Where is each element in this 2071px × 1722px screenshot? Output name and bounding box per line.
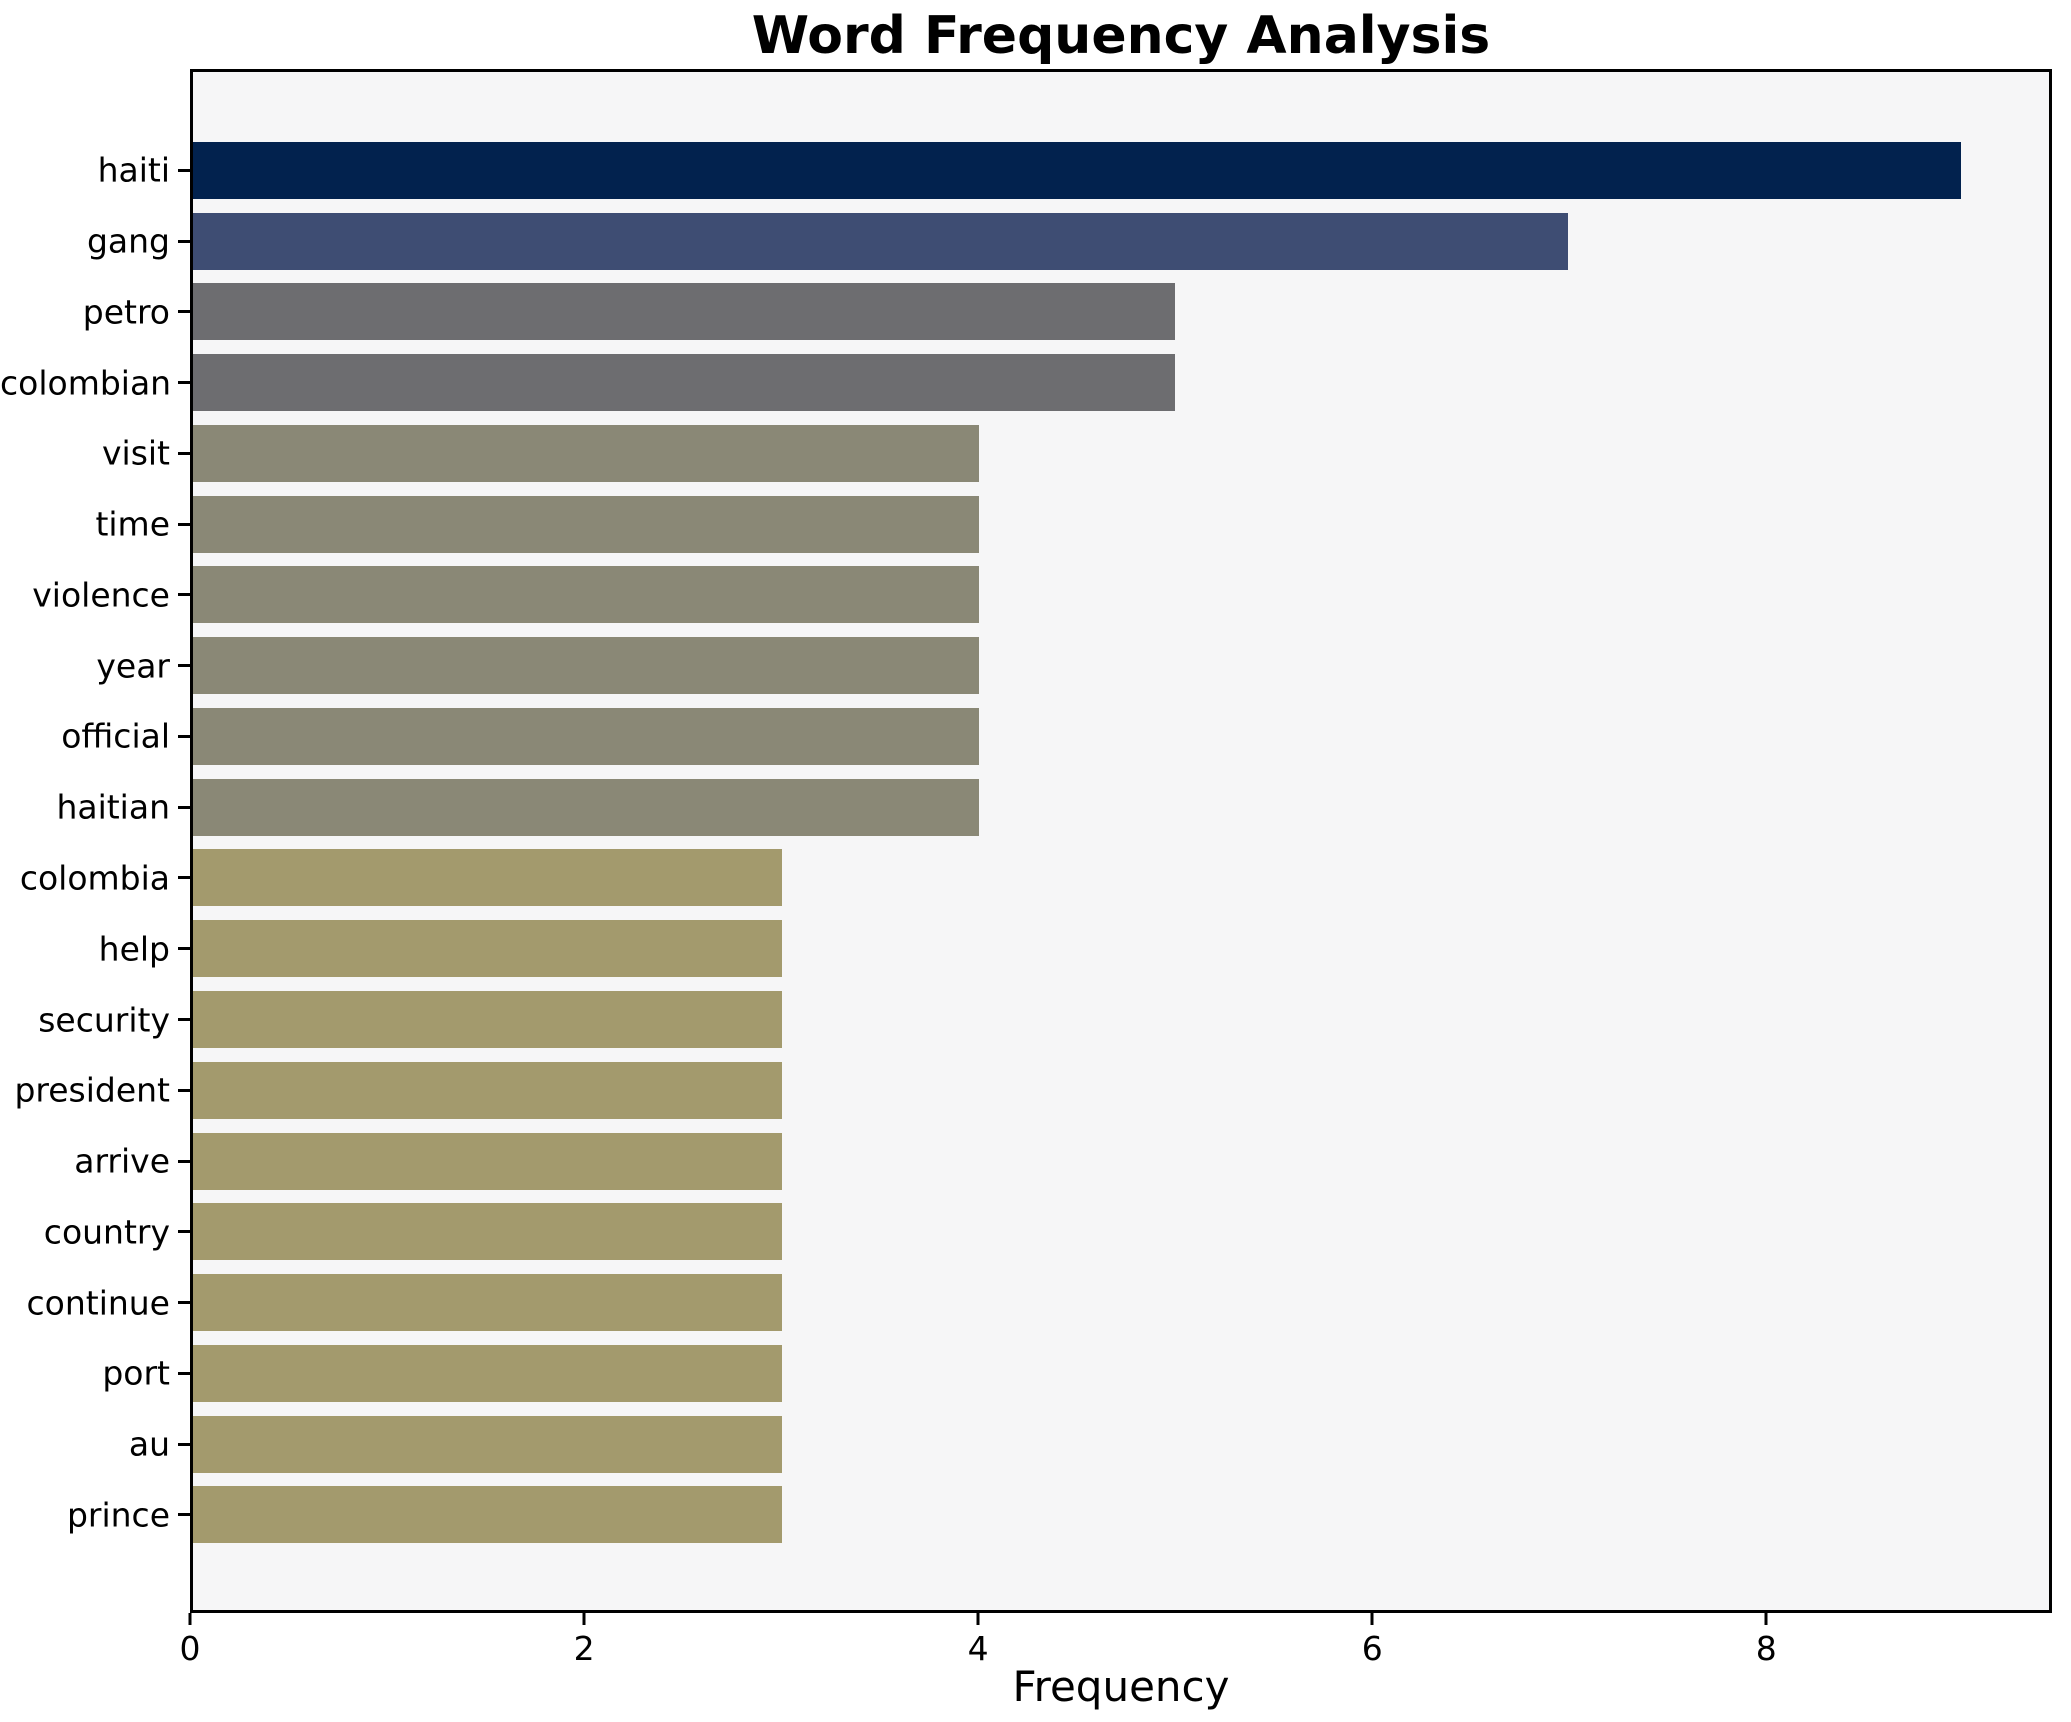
y-tick-label-colombian: colombian <box>0 363 172 403</box>
y-tick-mark <box>178 239 190 243</box>
y-tick-label-president: president <box>14 1070 170 1110</box>
y-tick-label-year: year <box>96 646 170 686</box>
y-tick-mark <box>178 1513 190 1517</box>
bar-violence <box>193 566 979 624</box>
bar-port <box>193 1344 783 1402</box>
y-tick-mark <box>178 1301 190 1305</box>
bar-official <box>193 707 979 765</box>
y-tick-label-help: help <box>98 929 170 969</box>
x-tick-label-6: 6 <box>1361 1629 1383 1668</box>
y-tick-mark <box>178 1230 190 1234</box>
y-tick-label-visit: visit <box>102 433 170 473</box>
bar-time <box>193 495 979 553</box>
bar-continue <box>193 1274 783 1332</box>
y-tick-mark <box>178 805 190 809</box>
y-tick-mark <box>178 1088 190 1092</box>
x-tick-mark <box>188 1613 192 1625</box>
y-tick-label-au: au <box>128 1424 170 1464</box>
y-tick-mark <box>178 876 190 880</box>
x-tick-mark <box>1764 1613 1768 1625</box>
y-tick-label-prince: prince <box>66 1495 170 1535</box>
y-tick-label-time: time <box>95 504 170 544</box>
bar-au <box>193 1415 783 1473</box>
y-tick-mark <box>178 1159 190 1163</box>
y-tick-label-arrive: arrive <box>74 1141 170 1181</box>
bar-year <box>193 637 979 695</box>
y-tick-label-continue: continue <box>26 1283 171 1323</box>
y-tick-label-gang: gang <box>86 221 170 261</box>
plot-area <box>190 69 2052 1613</box>
bars-layer <box>193 72 2049 1610</box>
y-tick-mark <box>178 1442 190 1446</box>
y-tick-mark <box>178 522 190 526</box>
y-tick-label-haiti: haiti <box>97 150 170 190</box>
y-tick-label-violence: violence <box>32 575 170 615</box>
bar-gang <box>193 212 1568 270</box>
x-tick-mark <box>976 1613 980 1625</box>
y-tick-label-security: security <box>38 1000 170 1039</box>
y-tick-mark <box>178 310 190 314</box>
y-tick-label-colombia: colombia <box>19 858 170 898</box>
bar-prince <box>193 1486 783 1544</box>
y-tick-label-haitian: haitian <box>56 787 170 827</box>
x-tick-label-0: 0 <box>179 1629 201 1668</box>
bar-president <box>193 1061 783 1119</box>
x-tick-label-2: 2 <box>573 1629 595 1668</box>
y-tick-label-port: port <box>102 1353 170 1393</box>
x-tick-mark <box>582 1613 586 1625</box>
y-tick-mark <box>178 381 190 385</box>
y-tick-mark <box>178 947 190 951</box>
x-tick-label-4: 4 <box>967 1629 989 1668</box>
y-tick-mark <box>178 664 190 668</box>
bar-haiti <box>193 141 1961 199</box>
bar-country <box>193 1203 783 1261</box>
y-tick-mark <box>178 451 190 455</box>
bar-colombian <box>193 354 1175 412</box>
bar-arrive <box>193 1132 783 1190</box>
y-tick-mark <box>178 1371 190 1375</box>
x-axis-title: Frequency <box>1012 1662 1230 1711</box>
y-tick-mark <box>178 734 190 738</box>
bar-security <box>193 991 783 1048</box>
bar-colombia <box>193 849 783 907</box>
bar-help <box>193 920 783 978</box>
y-tick-mark <box>178 1018 190 1021</box>
y-tick-label-country: country <box>43 1212 170 1252</box>
bar-visit <box>193 424 979 482</box>
bar-haitian <box>193 778 979 836</box>
chart-title: Word Frequency Analysis <box>751 6 1491 66</box>
y-axis-labels: haiti gang petro colombian visit time violence… <box>0 69 190 1613</box>
y-tick-mark <box>178 593 190 597</box>
y-tick-label-official: official <box>61 716 170 756</box>
x-tick-mark <box>1370 1613 1374 1625</box>
x-tick-label-8: 8 <box>1755 1629 1777 1668</box>
y-tick-label-petro: petro <box>82 292 170 332</box>
x-axis: 0 2 4 6 8 <box>180 1613 2052 1713</box>
y-tick-mark <box>178 168 190 172</box>
bar-petro <box>193 283 1175 341</box>
